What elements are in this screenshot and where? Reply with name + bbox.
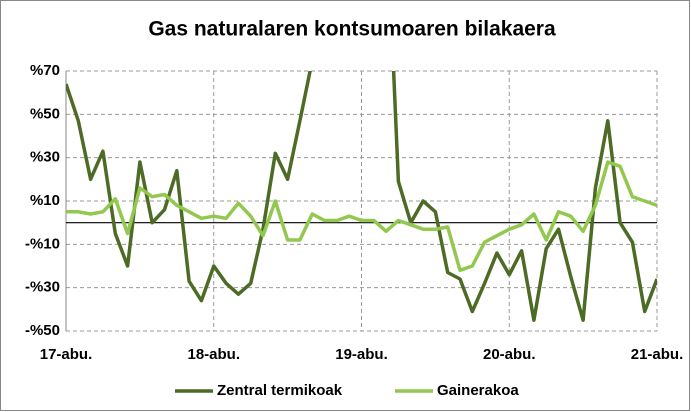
chart-title: Gas naturalaren kontsumoaren bilakaera <box>148 18 556 41</box>
plot <box>66 71 657 322</box>
y-tick-label: %30 <box>30 149 60 166</box>
x-tick-label: 19-abu. <box>335 346 388 363</box>
y-tick-label: -%10 <box>25 235 60 252</box>
legend-label: Zentral termikoak <box>217 382 343 399</box>
x-tick-label: 18-abu. <box>187 346 240 363</box>
grid <box>65 70 658 332</box>
series-line <box>66 71 657 322</box>
x-tick-label: 17-abu. <box>40 346 93 363</box>
y-tick-label: %10 <box>30 192 60 209</box>
y-tick-label: -%50 <box>25 322 60 339</box>
x-tick-label: 20-abu. <box>483 346 536 363</box>
x-tick-label: 21-abu. <box>631 346 684 363</box>
legend-label: Gainerakoa <box>437 382 519 399</box>
y-tick-label: %70 <box>30 62 60 79</box>
labels: -%50 -%30 -%10 %10 %30 %50 %70 17-abu. 18-abu. 19… <box>25 62 683 399</box>
y-tick-label: %50 <box>30 105 60 122</box>
y-tick-label: -%30 <box>25 279 60 296</box>
series-line <box>66 160 657 273</box>
